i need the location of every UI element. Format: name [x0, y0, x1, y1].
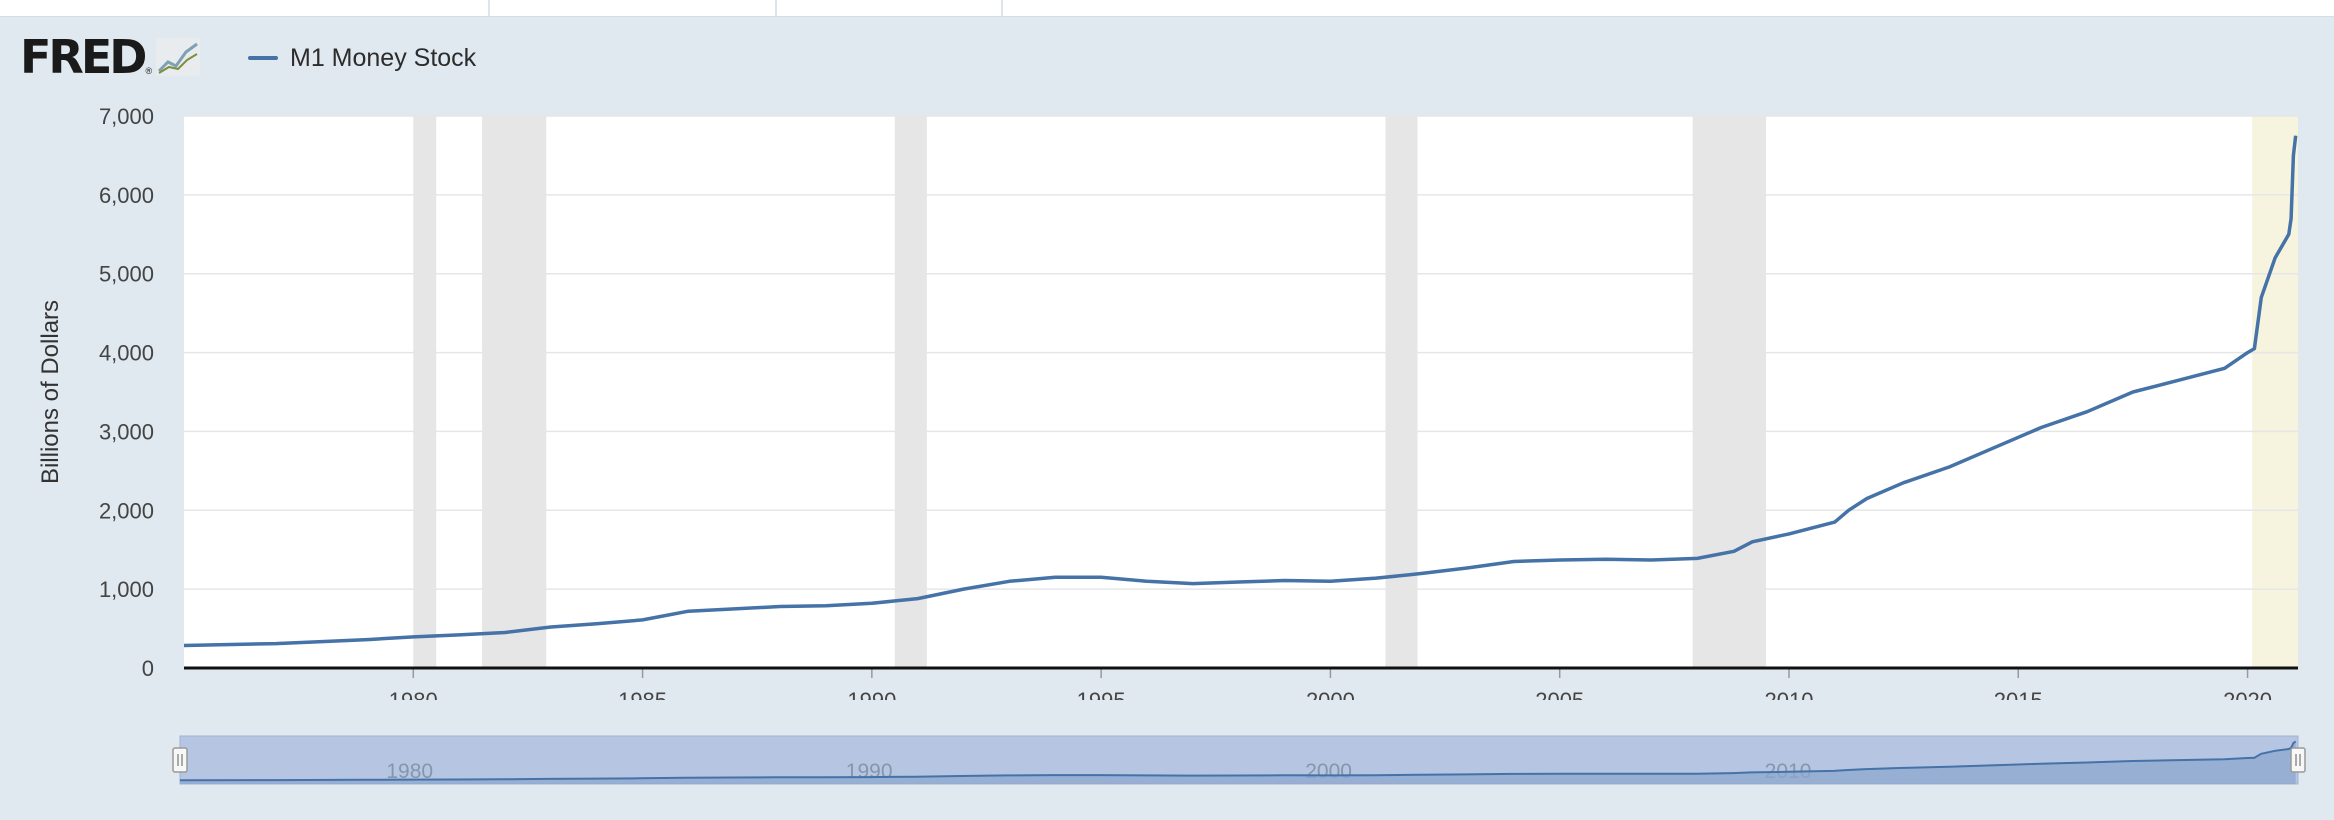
navigator-right-handle[interactable]	[2290, 747, 2306, 773]
y-tick-label: 3,000	[99, 419, 154, 444]
navigator-left-handle[interactable]	[172, 747, 188, 773]
navigator-tick-label: 1980	[386, 760, 433, 783]
y-axis-label: Billions of Dollars	[37, 300, 64, 484]
recession-band	[1692, 116, 1767, 668]
x-tick-label: 2000	[1306, 688, 1355, 700]
y-tick-label: 1,000	[99, 577, 154, 602]
y-tick-label: 6,000	[99, 183, 154, 208]
x-tick-label: 2020	[2223, 688, 2272, 700]
recession-band	[894, 116, 927, 668]
x-tick-label: 2015	[1994, 688, 2043, 700]
recession-band	[482, 116, 547, 668]
x-tick-label: 2005	[1535, 688, 1584, 700]
y-tick-label: 5,000	[99, 262, 154, 287]
main-chart[interactable]: 0 1,000 2,000 3,000 4,000 5,000 6,000 7,000 1980…	[0, 0, 2334, 700]
logo-registered-mark: ®	[145, 66, 153, 76]
y-tick-label: 7,000	[99, 104, 154, 129]
tab-divider	[1001, 0, 1003, 16]
x-tick-label: 1985	[618, 688, 667, 700]
legend-series-label: M1 Money Stock	[290, 43, 477, 72]
y-tick-label: 2,000	[99, 498, 154, 523]
x-tick-label: 1995	[1077, 688, 1126, 700]
line-graph-icon	[156, 38, 201, 76]
navigator-area	[180, 741, 2296, 784]
chart-legend[interactable]: M1 Money Stock	[248, 38, 476, 78]
y-tick-label: 0	[142, 656, 154, 681]
top-tab-strip	[0, 0, 2334, 17]
legend-swatch	[248, 56, 278, 60]
x-tick-label: 1980	[389, 688, 438, 700]
y-tick-label: 4,000	[99, 341, 154, 366]
tab-divider	[775, 0, 777, 16]
handle-grip	[2290, 747, 2306, 773]
handle-grip	[172, 747, 188, 773]
tab-divider	[488, 0, 490, 16]
x-tick-label: 1990	[847, 688, 896, 700]
x-tick-label: 2010	[1765, 688, 1814, 700]
fred-logo[interactable]: FRED ®	[20, 30, 201, 84]
recession-band	[413, 116, 437, 668]
navigator-line	[179, 740, 2297, 782]
series-line	[183, 135, 2298, 648]
logo-text: FRED	[20, 30, 147, 84]
